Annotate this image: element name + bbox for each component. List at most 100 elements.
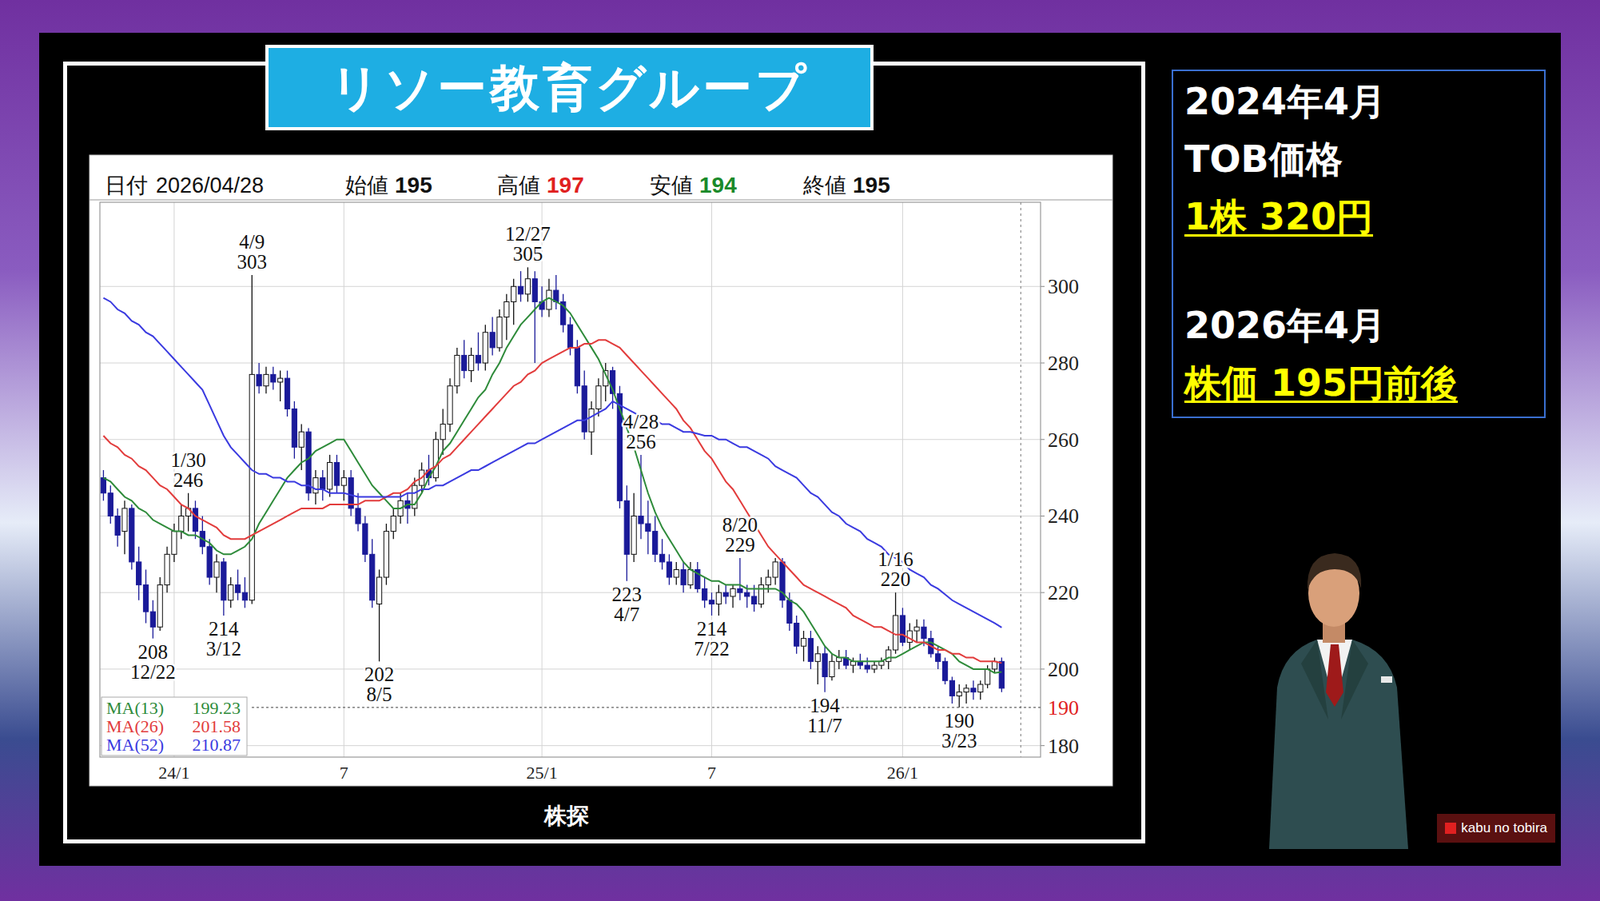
candle-body (370, 553, 375, 600)
tie (1325, 644, 1344, 707)
y-tick-label: 300 (1047, 274, 1079, 299)
candle-body (313, 477, 319, 494)
candle-body (306, 431, 311, 494)
candle-body (971, 688, 976, 693)
candle-body (334, 461, 339, 486)
annotation-date: 12/27 (505, 222, 551, 245)
candle-body (744, 592, 750, 597)
candle-body (758, 585, 764, 605)
x-tick-label: 7 (707, 762, 717, 783)
y-tick (1040, 286, 1045, 287)
candle-body (214, 561, 219, 578)
y-tick-label: 240 (1047, 504, 1079, 528)
illustration (1269, 553, 1409, 849)
candle-body (829, 660, 835, 677)
y-grid-line (99, 438, 1041, 440)
candle-body (525, 278, 530, 295)
logo: kabu no tobira (1436, 813, 1556, 843)
annotation-value: 305 (513, 242, 544, 265)
annotation-date: 11/7 (807, 714, 843, 737)
annotation-date: 1/16 (877, 548, 913, 570)
annotation-value: 223 (612, 583, 643, 605)
candle-body (270, 374, 276, 383)
candle-body (107, 493, 113, 517)
y-tick-label: 180 (1047, 734, 1079, 758)
annotation-value: 256 (625, 430, 657, 453)
candle-body (327, 461, 333, 490)
x-grid-line (902, 202, 904, 757)
header-value: 195 (852, 172, 891, 198)
annotation-value: 214 (696, 617, 728, 640)
grid: 18020022024026028030024/1725/1726/1 (99, 202, 1079, 783)
candle-body (999, 660, 1004, 689)
candle-body (935, 653, 941, 662)
candle-body (234, 585, 240, 594)
lapel (1301, 639, 1369, 720)
header-separator (89, 199, 1113, 201)
candle-body (383, 531, 389, 578)
candle-body (864, 664, 870, 669)
candle-body (680, 569, 686, 585)
candle-body (794, 622, 800, 646)
page: 日付2026/04/28始値195高値197安値194終値19518020022… (0, 0, 1600, 901)
candle-body (171, 531, 177, 555)
y-grid-line (99, 286, 1041, 287)
candle-body (136, 561, 142, 586)
current-date-line (1020, 202, 1022, 757)
candle-wick (965, 684, 967, 704)
candle-body (716, 592, 721, 604)
reference (251, 706, 1041, 708)
header-label: 安値 (649, 173, 693, 198)
y-tick-label: 280 (1047, 351, 1079, 375)
y-tick-label: 260 (1047, 428, 1079, 452)
title: リソー教育グループ (265, 44, 874, 131)
candle-body (822, 653, 828, 677)
candle-body (517, 286, 523, 295)
logo-text: kabu no tobira (1460, 819, 1548, 836)
candle-body (949, 680, 955, 696)
header-value: 194 (699, 172, 737, 198)
candle-body (673, 569, 679, 578)
candle-wick (739, 557, 741, 601)
header-label: 日付 (104, 173, 148, 198)
side-value: 1株 320円 (1184, 194, 1374, 239)
candle-wick (279, 370, 281, 402)
annotation-date: 3/12 (206, 637, 242, 660)
candle-body (242, 592, 247, 601)
legend-value: 199.23 (192, 697, 242, 718)
candle-body (122, 508, 128, 532)
annotation-date: 1/30 (170, 449, 206, 471)
annotation-value: 246 (173, 469, 204, 491)
legend-value: 201.58 (192, 716, 242, 737)
y-grid-line (99, 592, 1041, 594)
reference-label: 190 (1047, 696, 1079, 720)
marks (100, 266, 1004, 707)
annotation-value: 229 (724, 533, 756, 556)
candle-body (581, 386, 587, 432)
x-grid-line (711, 202, 713, 757)
y-tick (1040, 515, 1045, 517)
side-label: 2026年4月 (1184, 302, 1386, 348)
candle-body (546, 290, 552, 310)
candle-body (341, 477, 347, 486)
annotation-date: 12/22 (130, 660, 176, 683)
candle-body (179, 515, 184, 531)
candle-body (645, 523, 651, 532)
side-label: TOB価格 (1184, 136, 1343, 182)
annotations: 20812/221/302462143/124/93032028/512/273… (130, 222, 978, 751)
candle-body (129, 508, 135, 562)
candle-body (263, 374, 269, 386)
x-tick-label: 24/1 (158, 762, 190, 783)
candle-body (511, 286, 517, 302)
candle-body (942, 660, 948, 681)
header-label: 高値 (497, 173, 541, 198)
candle-body (815, 653, 820, 662)
chart-area (89, 155, 1113, 786)
ma-line (103, 298, 1002, 673)
candle-body (772, 561, 778, 578)
pocket-square (1381, 676, 1393, 683)
y-grid-line (99, 668, 1041, 669)
side-label: 2024年4月 (1184, 79, 1386, 124)
y-tick (1040, 592, 1045, 594)
y-tick-label: 200 (1047, 657, 1079, 681)
